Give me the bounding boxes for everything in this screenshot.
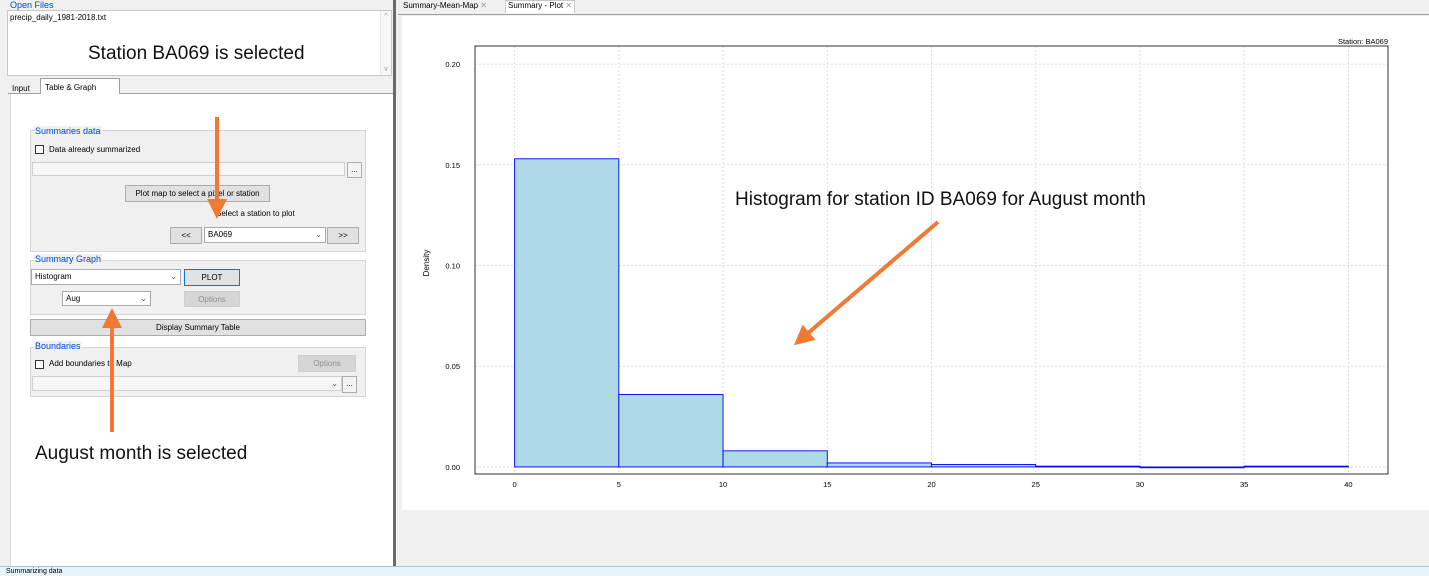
left-panel: Open Files precip_daily_1981-2018.txt ^ …	[0, 0, 396, 566]
status-text: Summarizing data	[6, 568, 63, 575]
status-bar: Summarizing data	[0, 566, 1429, 576]
histogram-bar	[618, 393, 724, 468]
doc-tab-summary-plot[interactable]: Summary - Plot ✕	[505, 0, 576, 13]
histogram-bar	[826, 462, 932, 468]
open-files-scrollbar[interactable]: ^ v	[380, 11, 391, 75]
open-files-list[interactable]: precip_daily_1981-2018.txt ^ v	[7, 10, 392, 76]
graph-options-button[interactable]: Options	[184, 291, 240, 307]
y-tick-label: 0.05	[445, 362, 460, 371]
plot-panel: 0 5 10 15 20 25 30 35 40 0.00 0.05 0.10 0.15 0.20 Sta…	[402, 16, 1429, 510]
x-tick-label: 10	[719, 480, 727, 489]
histogram-bar	[1035, 465, 1141, 468]
x-tick-label: 5	[617, 480, 621, 489]
prev-station-button[interactable]: <<	[170, 227, 202, 244]
close-icon[interactable]: ✕	[565, 1, 573, 10]
station-select-value: BA069	[208, 230, 233, 239]
scroll-up-icon[interactable]: ^	[384, 13, 388, 20]
summaries-data-title: Summaries data	[34, 126, 102, 136]
tab-table-graph[interactable]: Table & Graph	[40, 78, 120, 95]
x-tick-label: 35	[1240, 480, 1248, 489]
chevron-down-icon[interactable]: ⌄	[331, 379, 338, 388]
display-summary-table-button[interactable]: Display Summary Table	[30, 319, 366, 336]
histogram-bar	[722, 450, 828, 468]
data-summarized-checkbox[interactable]	[35, 145, 44, 154]
y-tick-label: 0.20	[445, 60, 460, 69]
graph-type-value: Histogram	[35, 272, 72, 281]
month-select-value: Aug	[66, 294, 81, 303]
histogram-bar	[514, 158, 620, 468]
month-select[interactable]: Aug ⌄	[62, 291, 151, 306]
open-file-item[interactable]: precip_daily_1981-2018.txt	[10, 13, 107, 22]
histogram-bar	[931, 464, 1037, 468]
month-annotation: August month is selected	[35, 443, 248, 464]
tab-input[interactable]: Input	[12, 84, 30, 93]
next-station-button[interactable]: >>	[327, 227, 359, 244]
y-axis-label: Density	[422, 250, 431, 277]
boundaries-title: Boundaries	[34, 341, 82, 351]
graph-type-select[interactable]: Histogram ⌄	[31, 269, 181, 285]
summary-graph-title: Summary Graph	[34, 254, 103, 264]
browse-boundaries-button[interactable]: ...	[342, 376, 357, 393]
histogram-chart: 0 5 10 15 20 25 30 35 40 0.00 0.05 0.10 0.15 0.20 Sta…	[422, 37, 1389, 489]
doc-tab-label: Summary-Mean-Map	[403, 1, 479, 10]
y-tick-label: 0.10	[445, 262, 460, 271]
close-icon[interactable]: ✕	[480, 1, 488, 10]
x-tick-label: 40	[1344, 480, 1352, 489]
add-boundaries-checkbox[interactable]	[35, 360, 44, 369]
doc-tab-summary-mean-map[interactable]: Summary-Mean-Map ✕	[403, 1, 487, 10]
histogram-annotation: Histogram for station ID BA069 for Augus…	[735, 189, 1146, 210]
scroll-down-icon[interactable]: v	[384, 66, 388, 73]
y-tick-label: 0.00	[445, 463, 460, 472]
document-tabbar: Summary-Mean-Map ✕ Summary - Plot ✕	[398, 0, 1429, 14]
select-station-label: Select a station to plot	[216, 209, 295, 218]
boundaries-file-select[interactable]: ⌄	[32, 376, 342, 391]
open-files-title: Open Files	[10, 0, 54, 10]
plot-button[interactable]: PLOT	[184, 269, 240, 286]
chevron-down-icon[interactable]: ⌄	[315, 230, 322, 239]
station-annotation: Station BA069 is selected	[88, 43, 305, 64]
plot-area-border	[474, 45, 1389, 475]
chevron-down-icon[interactable]: ⌄	[170, 272, 177, 281]
x-tick-label: 15	[823, 480, 831, 489]
x-tick-label: 25	[1032, 480, 1040, 489]
station-label: Station: BA069	[1338, 37, 1388, 46]
plot-map-button[interactable]: Plot map to select a pixel or station	[125, 185, 270, 202]
histogram-bar	[1243, 465, 1349, 468]
histogram-bar	[1139, 466, 1245, 469]
summary-file-path-field	[32, 162, 345, 176]
chevron-down-icon[interactable]: ⌄	[140, 294, 147, 303]
doc-tab-label: Summary - Plot	[508, 1, 564, 10]
panel-splitter[interactable]	[393, 0, 396, 566]
left-tabbar: Input Table & Graph	[8, 78, 393, 95]
add-boundaries-label: Add boundaries to Map	[49, 359, 132, 368]
y-tick-label: 0.15	[445, 161, 460, 170]
station-select[interactable]: BA069 ⌄	[204, 227, 326, 243]
boundaries-options-button[interactable]: Options	[298, 355, 356, 372]
data-summarized-label: Data already summarized	[49, 145, 141, 154]
x-tick-label: 0	[513, 480, 517, 489]
x-tick-label: 20	[927, 480, 935, 489]
browse-summary-button[interactable]: ...	[347, 162, 362, 178]
x-tick-label: 30	[1136, 480, 1144, 489]
